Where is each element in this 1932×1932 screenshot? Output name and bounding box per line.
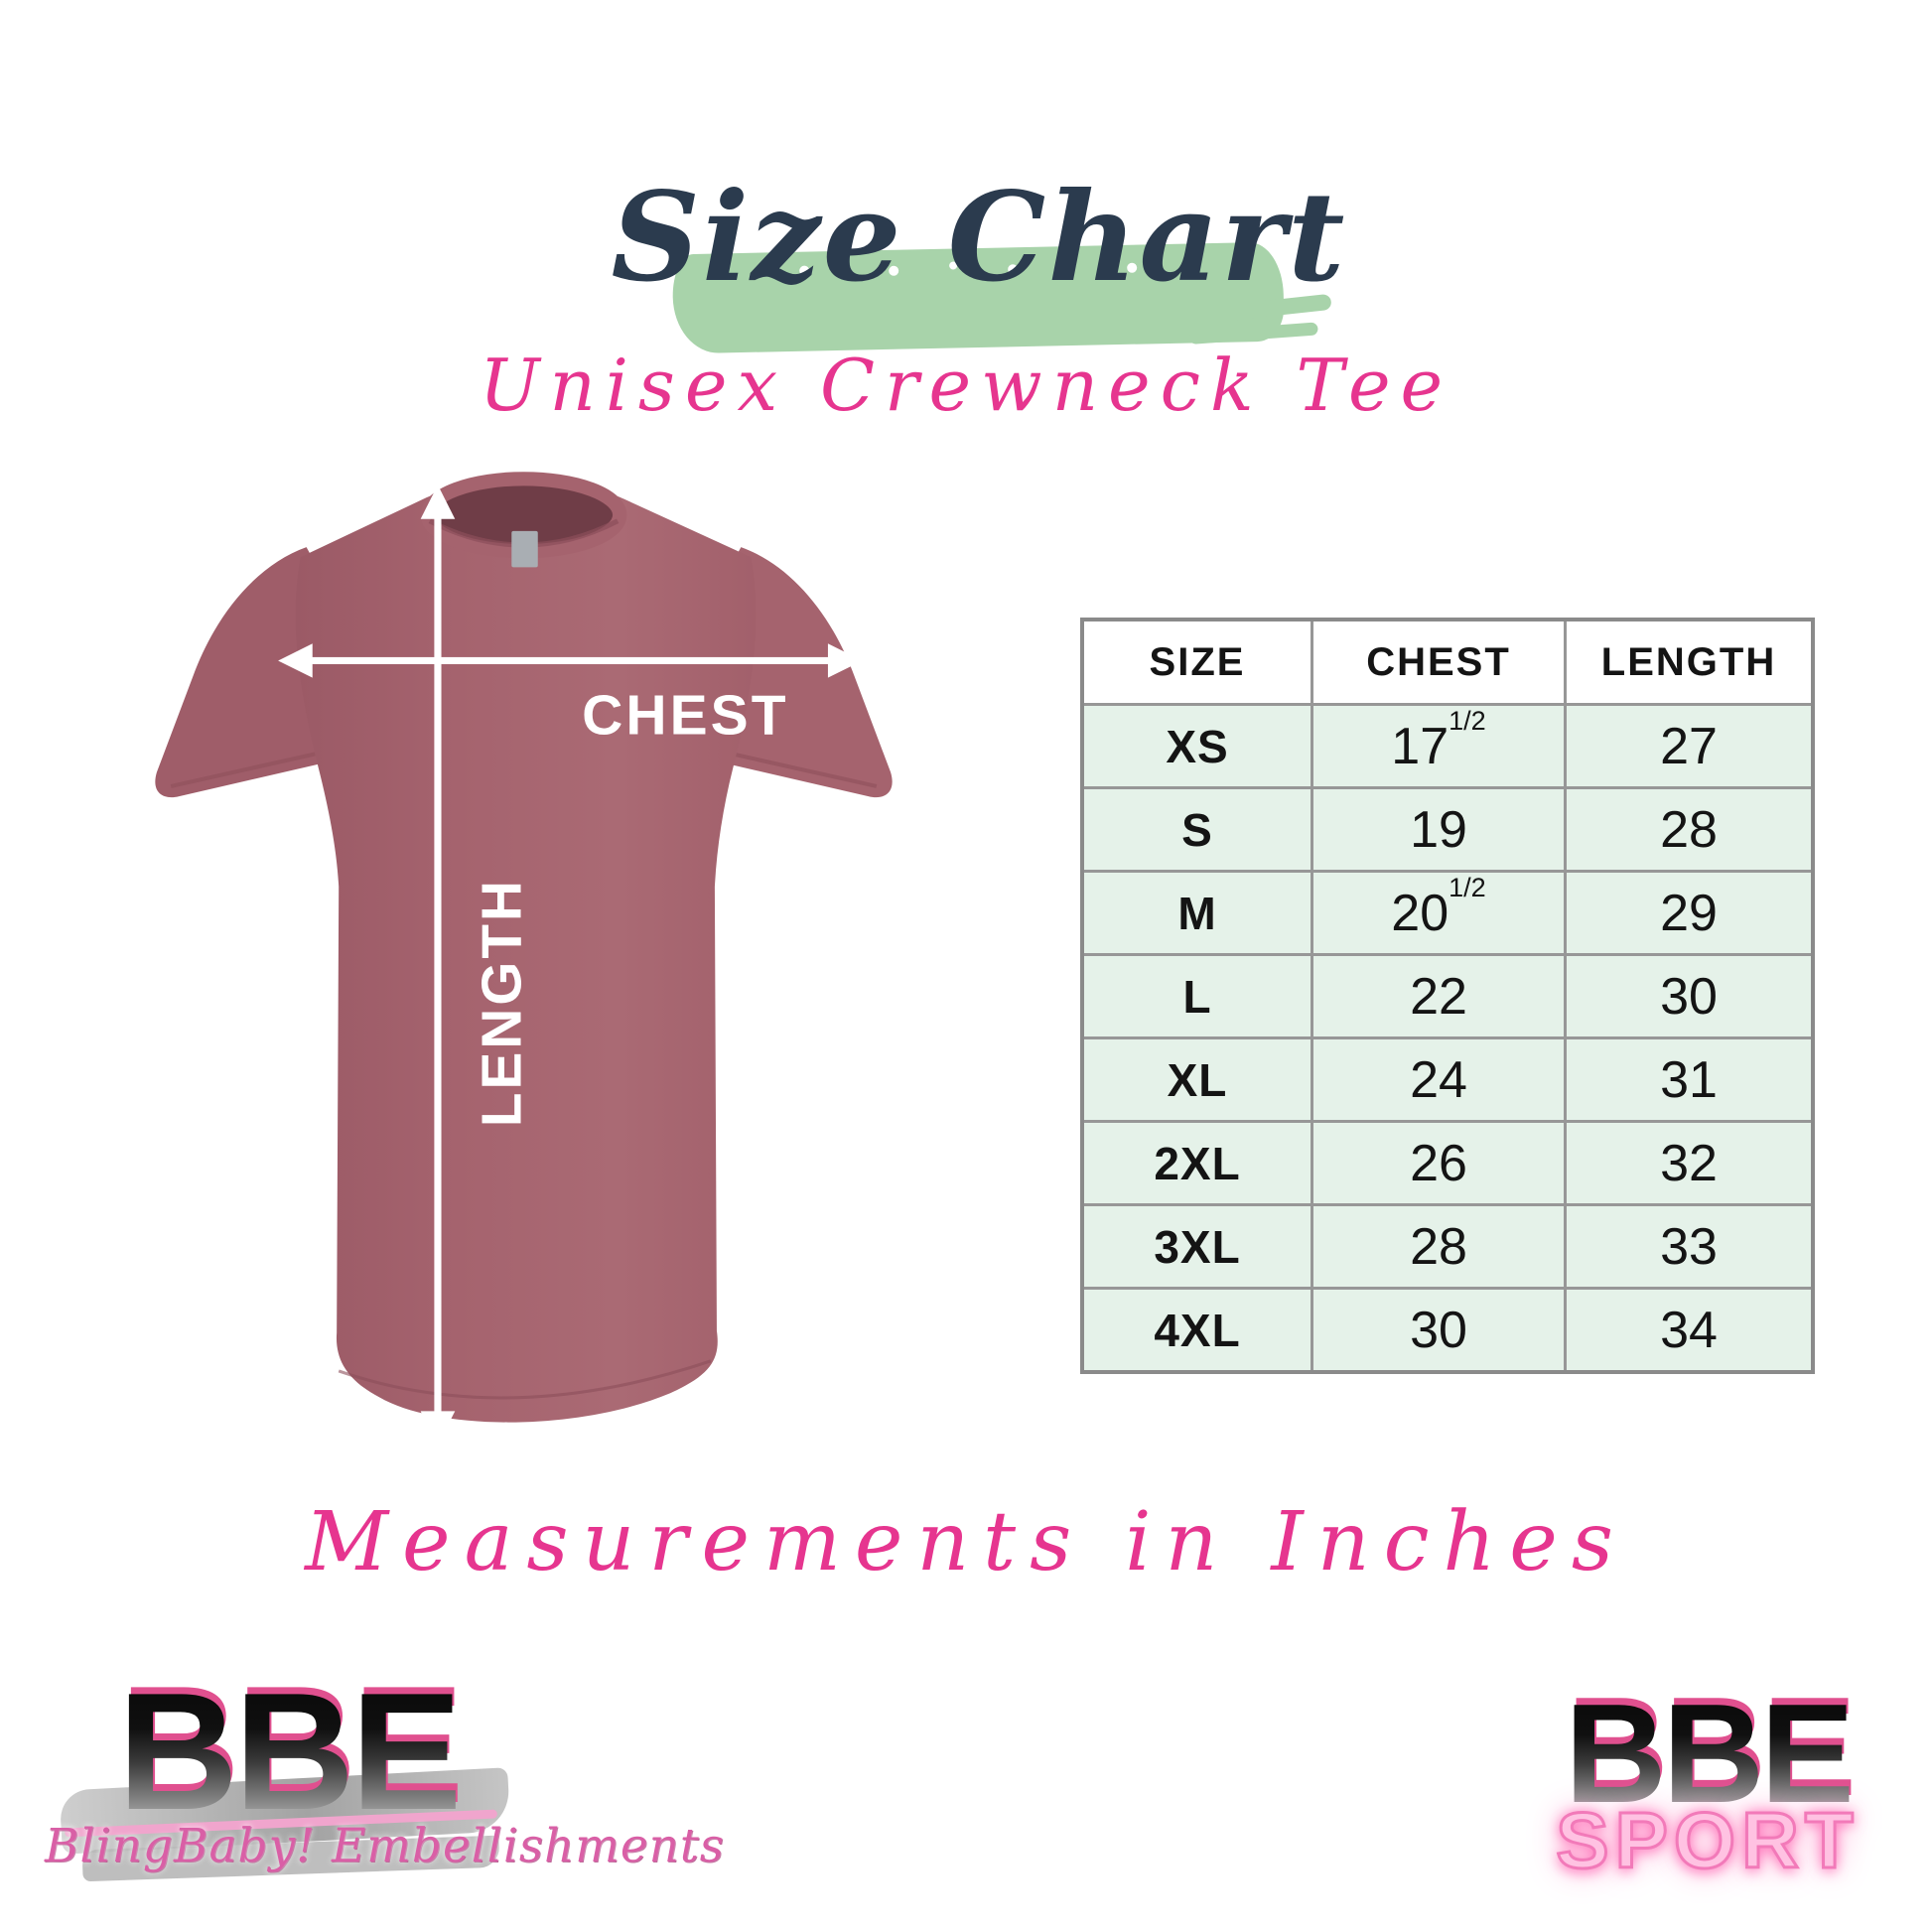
size-value: L: [1080, 953, 1313, 1039]
units-note: Measurements in Inches: [305, 1495, 1627, 1589]
length-value: 34: [1564, 1287, 1815, 1374]
bbe-embellishments-logo: BBE BBE BlingBaby! Embellishments: [45, 1661, 724, 1926]
size-value: 3XL: [1080, 1203, 1313, 1290]
length-value: 31: [1564, 1036, 1815, 1123]
bbe-letters: BBE BBE: [1565, 1677, 1857, 1825]
length-value: 32: [1564, 1120, 1815, 1206]
tshirt-diagram: CHEST LENGTH: [104, 455, 943, 1459]
chest-value: 28: [1311, 1203, 1567, 1290]
chest-value: 22: [1311, 953, 1567, 1039]
size-value: XS: [1080, 703, 1313, 789]
chest-value: 19: [1311, 786, 1567, 873]
chest-value: 30: [1311, 1287, 1567, 1374]
header: Size Chart: [0, 149, 1932, 354]
chest-number: 26: [1410, 1134, 1467, 1192]
chest-number: 28: [1410, 1217, 1467, 1276]
size-value: XL: [1080, 1036, 1313, 1123]
chest-number: 24: [1410, 1050, 1467, 1109]
column-header-chest: CHEST: [1311, 618, 1567, 706]
column-header-length: LENGTH: [1564, 618, 1815, 706]
page-title: Size Chart: [611, 166, 1347, 310]
table-row: 3XL 28 33: [1080, 1203, 1815, 1290]
chest-label: CHEST: [582, 684, 788, 747]
size-value: M: [1080, 870, 1313, 956]
table-row: XL 24 31: [1080, 1036, 1815, 1123]
size-value: S: [1080, 786, 1313, 873]
logo-tagline: BlingBaby! Embellishments: [45, 1819, 725, 1873]
bbe-glitter-text: BBE: [117, 1658, 463, 1845]
size-value: 2XL: [1080, 1120, 1313, 1206]
chest-number: 19: [1410, 800, 1467, 859]
bbe-letters: BBE BBE: [118, 1661, 465, 1835]
chest-value: 26: [1311, 1120, 1567, 1206]
size-table: SIZE CHEST LENGTH XS 171/2 27 S 19 28 M …: [1080, 618, 1815, 1374]
table-row: XS 171/2 27: [1080, 703, 1815, 789]
chest-number: 30: [1410, 1301, 1467, 1359]
length-value: 28: [1564, 786, 1815, 873]
column-header-size: SIZE: [1080, 618, 1313, 706]
chest-number: 22: [1410, 967, 1467, 1026]
tshirt-illustration: CHEST LENGTH: [155, 472, 893, 1446]
sport-text: SPORT: [1555, 1795, 1860, 1886]
chest-fraction: 1/2: [1449, 873, 1486, 903]
chest-fraction: 1/2: [1449, 706, 1486, 737]
length-value: 29: [1564, 870, 1815, 956]
table-header-row: SIZE CHEST LENGTH: [1080, 618, 1815, 706]
bbe-sport-logo: BBE BBE SPORT: [1529, 1677, 1886, 1922]
chest-value: 24: [1311, 1036, 1567, 1123]
collar-tag: [511, 530, 538, 568]
length-arrow: [420, 484, 456, 1446]
bbe-pink-edge: BBE: [120, 1661, 465, 1828]
table-row: 4XL 30 34: [1080, 1287, 1815, 1374]
chest-number: 17: [1391, 717, 1449, 775]
table-row: 2XL 26 32: [1080, 1120, 1815, 1206]
length-value: 27: [1564, 703, 1815, 789]
table-row: L 22 30: [1080, 953, 1815, 1039]
chest-arrow: [278, 643, 863, 678]
bbe-glitter-text: BBE: [1565, 1675, 1855, 1833]
chest-value: 201/2: [1311, 870, 1567, 956]
shirt-body: [295, 484, 757, 1423]
length-value: 30: [1564, 953, 1815, 1039]
chest-number: 20: [1391, 884, 1449, 942]
length-value: 33: [1564, 1203, 1815, 1290]
length-label: LENGTH: [471, 878, 533, 1127]
bbe-pink-edge: BBE: [1567, 1677, 1857, 1818]
page-subtitle: Unisex Crewneck Tee: [479, 344, 1453, 427]
collar-opening: [427, 475, 621, 548]
table-row: S 19 28: [1080, 786, 1815, 873]
size-value: 4XL: [1080, 1287, 1313, 1374]
table-row: M 201/2 29: [1080, 870, 1815, 956]
chest-value: 171/2: [1311, 703, 1567, 789]
